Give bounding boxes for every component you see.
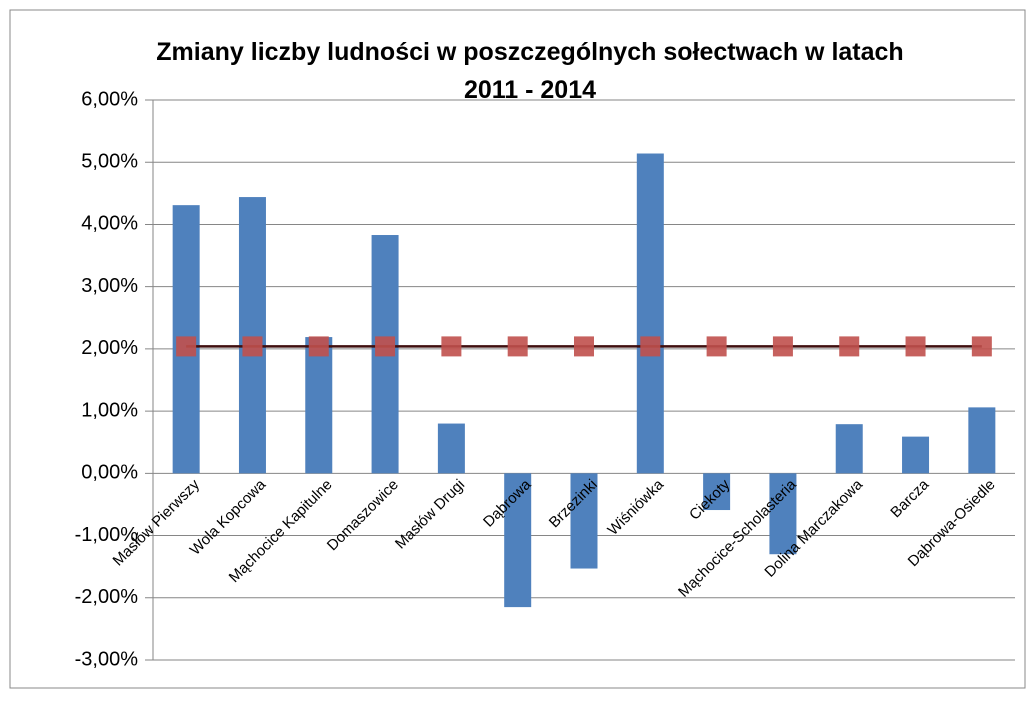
marker bbox=[640, 336, 661, 357]
y-tick-label: -2,00% bbox=[75, 586, 139, 608]
bar bbox=[437, 423, 465, 474]
y-tick-label: 0,00% bbox=[81, 462, 138, 484]
marker bbox=[176, 336, 197, 357]
bar bbox=[703, 473, 731, 511]
y-tick-label: 6,00% bbox=[81, 88, 138, 110]
marker bbox=[706, 336, 727, 357]
y-tick-label: 5,00% bbox=[81, 151, 138, 173]
marker bbox=[971, 336, 992, 357]
y-tick-label: 4,00% bbox=[81, 213, 138, 235]
bar bbox=[636, 153, 664, 474]
marker bbox=[308, 336, 329, 357]
y-tick-label: 3,00% bbox=[81, 275, 138, 297]
chart-title: 2011 - 2014 bbox=[464, 76, 596, 104]
bar bbox=[902, 436, 930, 474]
bar bbox=[769, 473, 797, 555]
bar bbox=[570, 473, 598, 569]
bar bbox=[238, 197, 266, 474]
chart-title: Zmiany liczby ludności w poszczególnych … bbox=[156, 38, 903, 66]
bar bbox=[305, 337, 333, 474]
bar bbox=[968, 407, 996, 474]
marker bbox=[441, 336, 462, 357]
marker bbox=[242, 336, 263, 357]
marker bbox=[507, 336, 528, 357]
y-tick-label: 1,00% bbox=[81, 399, 138, 421]
y-tick-label: -1,00% bbox=[75, 524, 139, 546]
marker bbox=[772, 336, 793, 357]
marker bbox=[574, 336, 594, 357]
marker bbox=[905, 336, 926, 357]
y-tick-label: -3,00% bbox=[75, 648, 139, 670]
bar bbox=[504, 473, 532, 608]
marker bbox=[375, 336, 396, 357]
bar bbox=[835, 424, 863, 474]
y-tick-label: 2,00% bbox=[81, 337, 138, 359]
marker bbox=[839, 336, 860, 357]
